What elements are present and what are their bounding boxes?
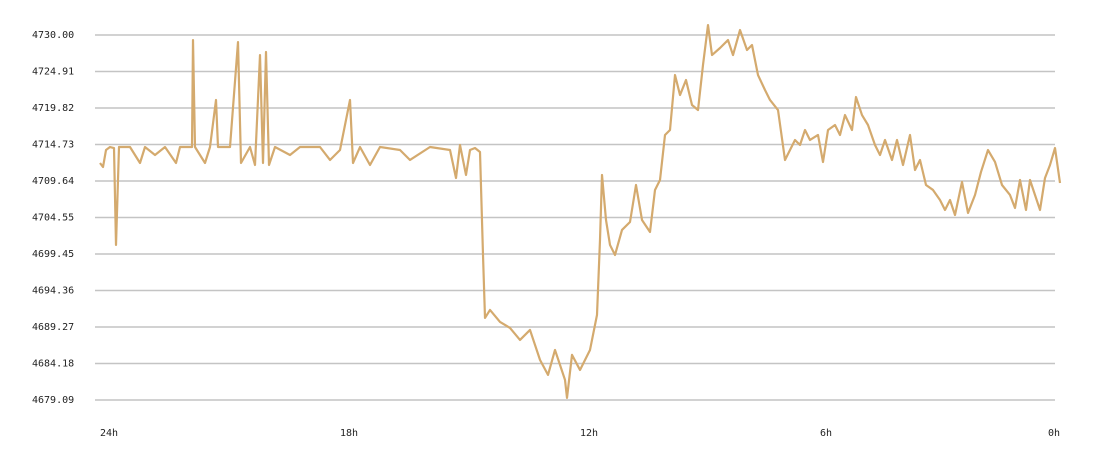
price-line	[99, 23, 1062, 400]
y-tick-label: 4679.09	[32, 395, 74, 406]
y-tick-label: 4714.73	[32, 140, 74, 151]
y-tick-label: 4684.18	[32, 358, 74, 369]
y-tick-label: 4730.00	[32, 30, 74, 41]
x-tick-label: 6h	[820, 428, 832, 439]
y-tick-label: 4689.27	[32, 322, 74, 333]
y-tick-label: 4724.91	[32, 67, 74, 78]
y-tick-label: 4709.64	[32, 176, 74, 187]
y-tick-label: 4699.45	[32, 249, 74, 260]
y-tick-label: 4704.55	[32, 212, 74, 223]
x-tick-label: 12h	[580, 428, 598, 439]
x-tick-label: 0h	[1048, 428, 1060, 439]
x-tick-label: 24h	[100, 428, 118, 439]
y-tick-label: 4719.82	[32, 103, 74, 114]
x-tick-label: 18h	[340, 428, 358, 439]
y-tick-label: 4694.36	[32, 286, 74, 297]
